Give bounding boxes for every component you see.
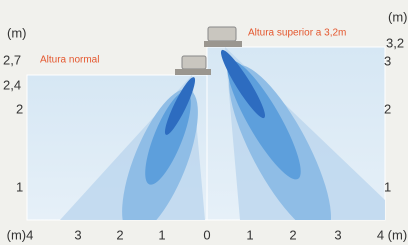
y-label: 1 [16,179,23,194]
x-label: 2 [289,227,296,242]
y-label: (m) [388,9,408,24]
y-label: 2,4 [3,77,21,92]
right-sensor [204,27,242,47]
y-label: 3 [384,53,391,68]
label: Altura superior a 3,2m [248,28,346,39]
x-label: (m)4 [7,227,34,242]
left-sensor [175,56,211,75]
y-label: 2,7 [3,52,21,67]
y-label: 1 [384,179,391,194]
y-label: 2 [16,101,23,116]
x-label: 4 (m) [377,227,407,242]
x-label: 2 [116,227,123,242]
y-label: 3,2 [386,35,404,50]
x-label: 1 [246,227,253,242]
label: Altura normal [40,55,99,66]
diagram: Altura normal Altura superior a 3,2m (m)… [0,0,408,245]
y-label: 2 [384,101,391,116]
x-label: 1 [158,227,165,242]
y-label: (m) [7,25,27,40]
page: Altura normal Altura superior a 3,2m (m)… [0,0,408,245]
x-label: 0 [203,227,210,242]
x-label: 3 [74,227,81,242]
x-label: 3 [334,227,341,242]
